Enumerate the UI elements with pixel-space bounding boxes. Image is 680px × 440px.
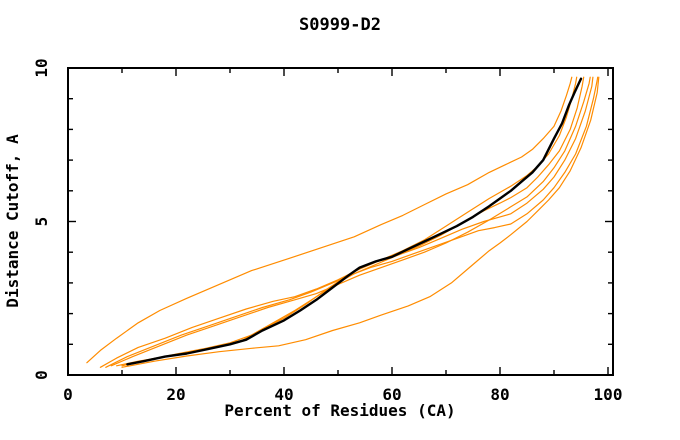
curve-orange-2 bbox=[99, 76, 578, 368]
x-axis-label: Percent of Residues (CA) bbox=[224, 401, 455, 420]
curve-black-main bbox=[126, 77, 583, 366]
chart-title: S0999-D2 bbox=[299, 15, 381, 35]
x-tick-label: 0 bbox=[63, 385, 73, 404]
y-tick-label: 10 bbox=[32, 58, 51, 77]
x-tick-label: 100 bbox=[594, 385, 623, 404]
plot-area: 0 20 40 60 80 100 0 5 10 bbox=[32, 58, 622, 404]
curve-orange-outlier bbox=[86, 76, 573, 364]
x-tick-label: 60 bbox=[382, 385, 401, 404]
curve-orange-laggard bbox=[121, 76, 600, 368]
curve-orange-5 bbox=[115, 76, 594, 367]
x-tick-label: 40 bbox=[274, 385, 293, 404]
x-tick-label: 20 bbox=[166, 385, 185, 404]
curve-orange-3 bbox=[105, 76, 585, 368]
x-tick-label: 80 bbox=[490, 385, 509, 404]
y-tick-label: 0 bbox=[32, 370, 51, 380]
y-tick-label: 5 bbox=[32, 217, 51, 227]
curve-orange-4 bbox=[110, 76, 591, 367]
y-axis-label: Distance Cutoff, A bbox=[3, 134, 22, 308]
curve-orange-6 bbox=[121, 76, 599, 367]
